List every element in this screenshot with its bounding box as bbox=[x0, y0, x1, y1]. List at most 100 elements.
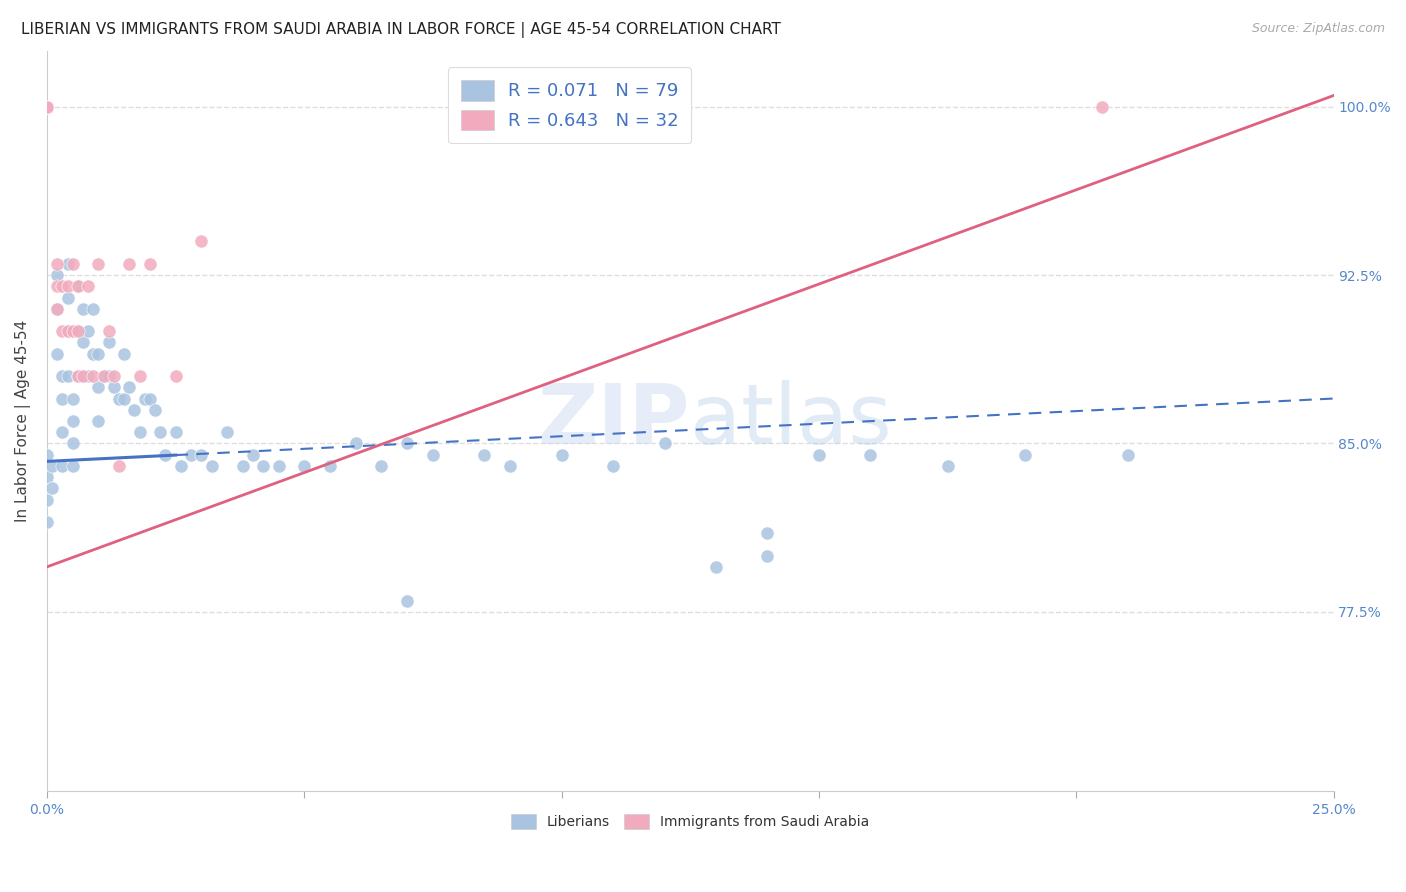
Point bbox=[103, 380, 125, 394]
Point bbox=[143, 402, 166, 417]
Point bbox=[51, 458, 73, 473]
Point bbox=[499, 458, 522, 473]
Point bbox=[112, 346, 135, 360]
Point bbox=[77, 369, 100, 384]
Point bbox=[252, 458, 274, 473]
Point bbox=[108, 458, 131, 473]
Point bbox=[756, 549, 779, 563]
Point bbox=[97, 335, 120, 350]
Point bbox=[190, 235, 212, 249]
Point bbox=[56, 324, 79, 338]
Point bbox=[35, 470, 58, 484]
Point bbox=[859, 448, 882, 462]
Point bbox=[103, 369, 125, 384]
Point bbox=[165, 425, 187, 440]
Point bbox=[602, 458, 624, 473]
Point bbox=[118, 257, 141, 271]
Point bbox=[41, 458, 63, 473]
Point bbox=[201, 458, 224, 473]
Point bbox=[66, 324, 89, 338]
Point bbox=[51, 324, 73, 338]
Point bbox=[77, 324, 100, 338]
Point bbox=[97, 324, 120, 338]
Point bbox=[51, 369, 73, 384]
Point bbox=[46, 301, 69, 316]
Point bbox=[46, 268, 69, 282]
Point bbox=[72, 369, 94, 384]
Point bbox=[396, 436, 419, 450]
Point bbox=[807, 448, 830, 462]
Point bbox=[139, 257, 162, 271]
Point bbox=[217, 425, 239, 440]
Point bbox=[128, 425, 150, 440]
Point bbox=[35, 515, 58, 529]
Point bbox=[56, 291, 79, 305]
Point bbox=[87, 346, 110, 360]
Point bbox=[319, 458, 342, 473]
Point bbox=[46, 346, 69, 360]
Point bbox=[370, 458, 392, 473]
Point bbox=[139, 392, 162, 406]
Point bbox=[87, 380, 110, 394]
Point bbox=[231, 458, 253, 473]
Point bbox=[155, 448, 177, 462]
Point bbox=[56, 257, 79, 271]
Point bbox=[66, 324, 89, 338]
Point bbox=[180, 448, 202, 462]
Y-axis label: In Labor Force | Age 45-54: In Labor Force | Age 45-54 bbox=[15, 320, 31, 522]
Text: Source: ZipAtlas.com: Source: ZipAtlas.com bbox=[1251, 22, 1385, 36]
Point bbox=[72, 335, 94, 350]
Point bbox=[87, 257, 110, 271]
Point bbox=[149, 425, 172, 440]
Point bbox=[62, 458, 84, 473]
Point bbox=[292, 458, 315, 473]
Point bbox=[82, 346, 104, 360]
Point bbox=[474, 448, 496, 462]
Point bbox=[1116, 448, 1139, 462]
Point bbox=[35, 492, 58, 507]
Point bbox=[93, 369, 115, 384]
Legend: Liberians, Immigrants from Saudi Arabia: Liberians, Immigrants from Saudi Arabia bbox=[505, 807, 876, 836]
Point bbox=[46, 279, 69, 293]
Text: atlas: atlas bbox=[690, 381, 891, 461]
Point bbox=[35, 100, 58, 114]
Point bbox=[93, 369, 115, 384]
Point bbox=[1014, 448, 1036, 462]
Point bbox=[97, 369, 120, 384]
Point bbox=[46, 257, 69, 271]
Point bbox=[51, 392, 73, 406]
Point bbox=[72, 301, 94, 316]
Point bbox=[267, 458, 290, 473]
Point bbox=[396, 593, 419, 607]
Point bbox=[77, 279, 100, 293]
Point bbox=[422, 448, 444, 462]
Point bbox=[62, 414, 84, 428]
Point bbox=[41, 481, 63, 495]
Point bbox=[62, 324, 84, 338]
Point bbox=[190, 448, 212, 462]
Point bbox=[654, 436, 676, 450]
Point bbox=[756, 526, 779, 541]
Point bbox=[704, 559, 727, 574]
Text: LIBERIAN VS IMMIGRANTS FROM SAUDI ARABIA IN LABOR FORCE | AGE 45-54 CORRELATION : LIBERIAN VS IMMIGRANTS FROM SAUDI ARABIA… bbox=[21, 22, 780, 38]
Point bbox=[165, 369, 187, 384]
Point bbox=[87, 414, 110, 428]
Point bbox=[108, 392, 131, 406]
Point bbox=[46, 301, 69, 316]
Point bbox=[62, 257, 84, 271]
Point bbox=[35, 100, 58, 114]
Point bbox=[66, 279, 89, 293]
Point bbox=[124, 402, 146, 417]
Point bbox=[128, 369, 150, 384]
Point bbox=[35, 100, 58, 114]
Point bbox=[66, 369, 89, 384]
Point bbox=[72, 369, 94, 384]
Point bbox=[56, 324, 79, 338]
Text: ZIP: ZIP bbox=[537, 381, 690, 461]
Point bbox=[35, 100, 58, 114]
Point bbox=[936, 458, 959, 473]
Point bbox=[82, 369, 104, 384]
Point bbox=[66, 369, 89, 384]
Point bbox=[66, 279, 89, 293]
Point bbox=[1091, 100, 1114, 114]
